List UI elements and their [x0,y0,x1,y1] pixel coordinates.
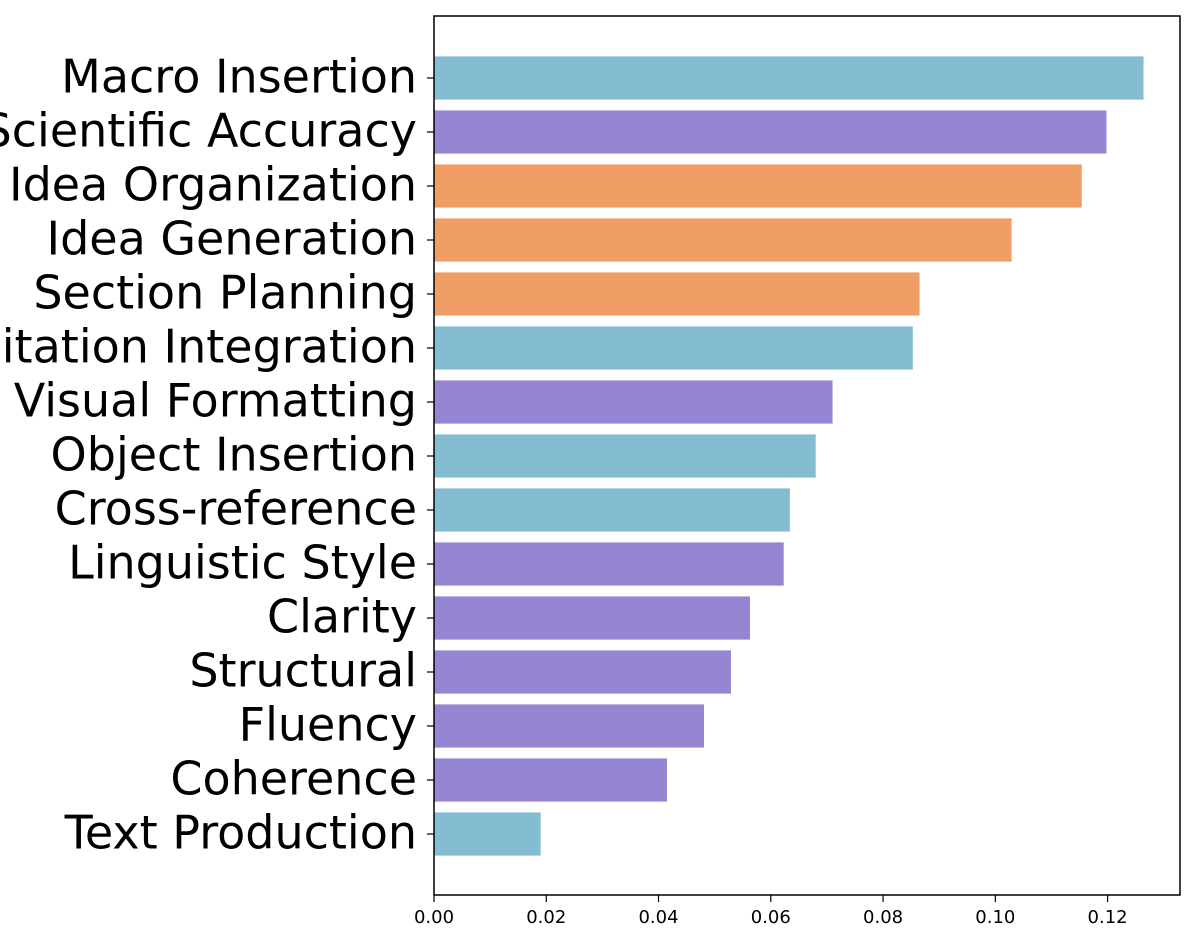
x-tick-label: 0.10 [975,907,1015,928]
bar [434,326,913,370]
plot-frame [433,15,1181,896]
x-tick-label: 0.12 [1088,907,1128,928]
bar [434,542,784,586]
bar [434,218,1012,262]
bar [434,596,751,640]
x-tick-label: 0.08 [863,907,903,928]
x-tick-label: 0.06 [751,907,791,928]
bar [434,56,1144,100]
y-tick-label: Structural [189,644,417,698]
y-tick-label: Text Production [64,806,417,860]
y-tick-label: Idea Organization [9,158,417,212]
y-tick-label: Macro Insertion [61,50,417,104]
y-tick-label: Cross-reference [55,482,417,536]
bar [434,488,790,532]
x-tick-label: 0.00 [414,907,454,928]
y-tick-label: Section Planning [33,266,417,320]
y-tick-label: Coherence [170,752,417,806]
x-tick-label: 0.04 [638,907,678,928]
bar [434,164,1082,208]
bar [434,434,816,478]
bar [434,272,920,316]
y-tick-label: Citation Integration [0,320,417,374]
bar [434,704,704,748]
x-tick-label: 0.02 [526,907,566,928]
bar [434,758,667,802]
y-tick-label: Idea Generation [47,212,418,266]
y-tick-label: Fluency [239,698,417,752]
y-tick-label: Object Insertion [51,428,417,482]
y-tick-label: Scientific Accuracy [0,104,417,158]
bar [434,650,731,694]
bar [434,380,833,424]
y-tick-label: Linguistic Style [68,536,417,590]
bar [434,812,541,856]
y-tick-label: Clarity [267,590,417,644]
bar [434,110,1107,154]
y-tick-label: Visual Formatting [14,374,417,428]
